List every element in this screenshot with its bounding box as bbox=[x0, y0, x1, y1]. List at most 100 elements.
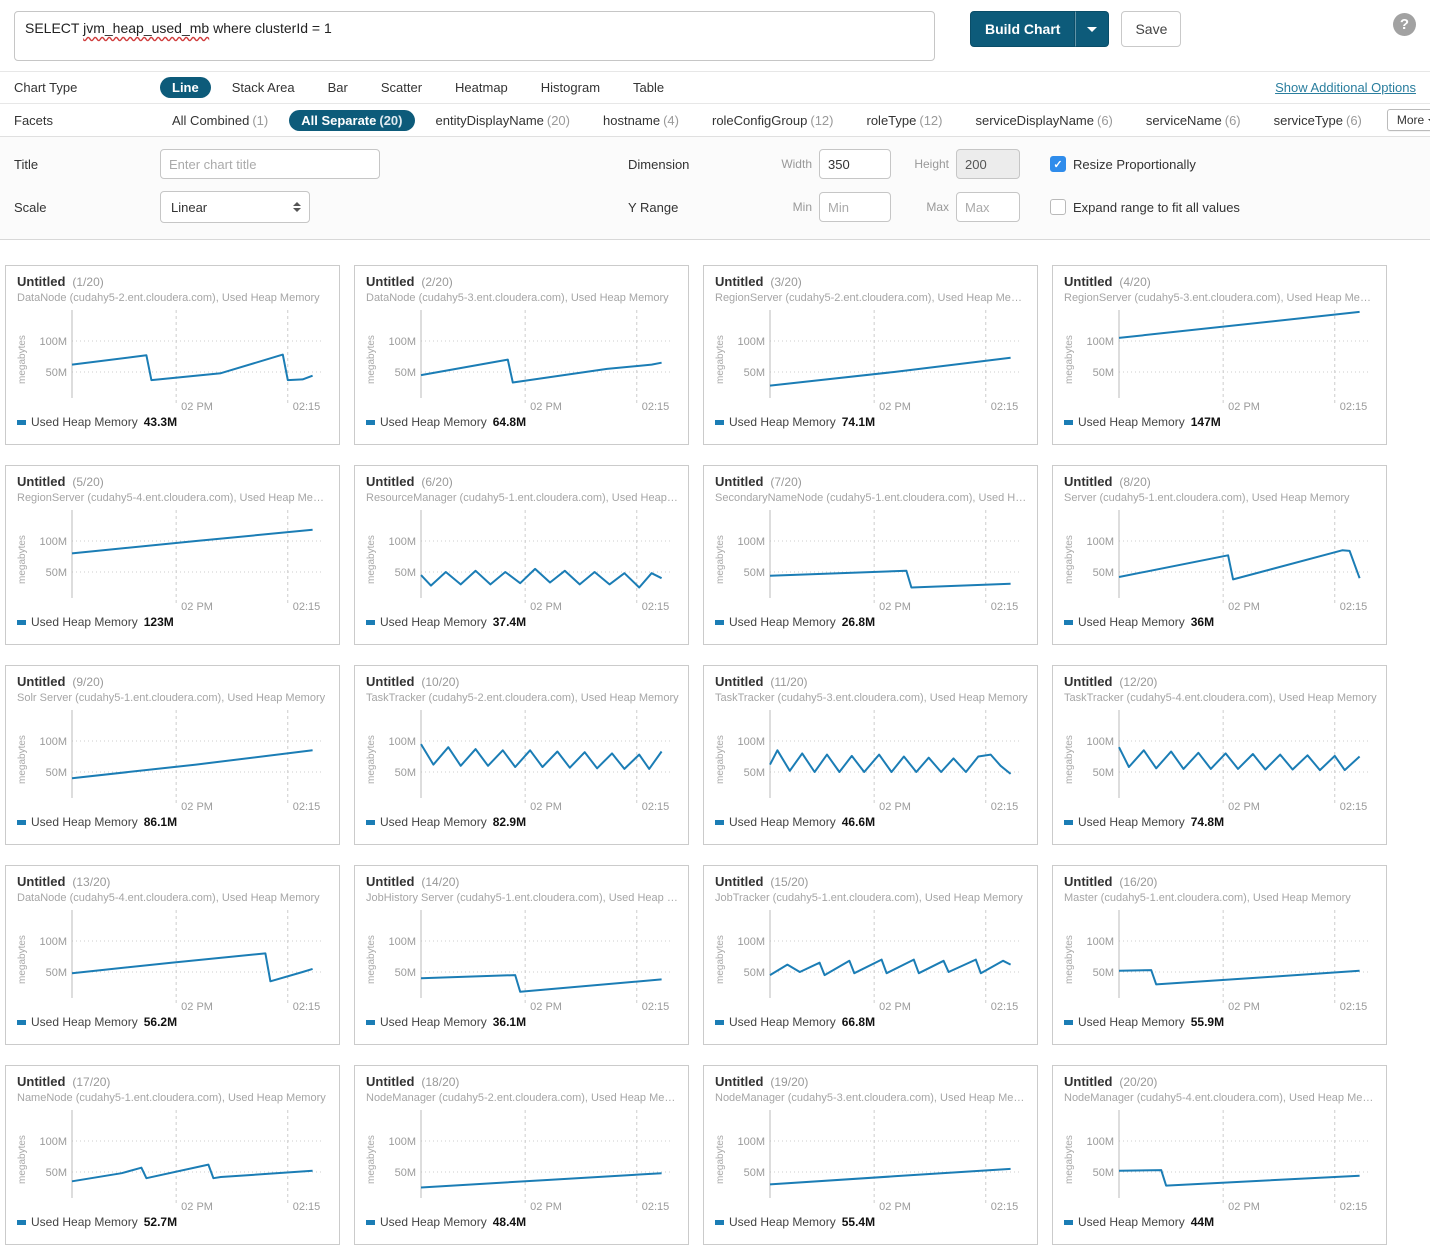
show-additional-options-link[interactable]: Show Additional Options bbox=[1275, 80, 1416, 95]
svg-text:100M: 100M bbox=[737, 536, 765, 548]
facet-option[interactable]: serviceDisplayName (6) bbox=[975, 112, 1113, 128]
chart-card[interactable]: Untitled (19/20) NodeManager (cudahy5-3.… bbox=[703, 1065, 1038, 1245]
y-axis-unit-label: megabytes bbox=[366, 735, 377, 785]
expand-range-checkbox[interactable] bbox=[1050, 199, 1066, 215]
chart-card[interactable]: Untitled (17/20) NameNode (cudahy5-1.ent… bbox=[5, 1065, 340, 1245]
legend-series-value: 86.1M bbox=[143, 815, 178, 829]
chart-legend: Used Heap Memory 52.7M bbox=[17, 1215, 331, 1229]
chart-legend: Used Heap Memory 147M bbox=[1064, 415, 1378, 429]
legend-series-name: Used Heap Memory bbox=[380, 1215, 487, 1229]
legend-swatch-icon bbox=[715, 619, 724, 625]
chart-legend: Used Heap Memory 123M bbox=[17, 615, 331, 629]
chart-card[interactable]: Untitled (15/20) JobTracker (cudahy5-1.e… bbox=[703, 865, 1038, 1045]
chart-card-title: Untitled bbox=[715, 1074, 764, 1089]
chart-card[interactable]: Untitled (10/20) TaskTracker (cudahy5-2.… bbox=[354, 665, 689, 845]
chart-card[interactable]: Untitled (2/20) DataNode (cudahy5-3.ent.… bbox=[354, 265, 689, 445]
chart-card[interactable]: Untitled (1/20) DataNode (cudahy5-2.ent.… bbox=[5, 265, 340, 445]
chart-card[interactable]: Untitled (13/20) DataNode (cudahy5-4.ent… bbox=[5, 865, 340, 1045]
build-chart-button[interactable]: Build Chart bbox=[970, 11, 1076, 47]
chart-card[interactable]: Untitled (7/20) SecondaryNameNode (cudah… bbox=[703, 465, 1038, 645]
legend-series-value: 43.3M bbox=[143, 415, 178, 429]
line-chart-plot: 50M 100M 02 PM 02:15 bbox=[737, 710, 1020, 813]
legend-series-value: 74.1M bbox=[841, 415, 876, 429]
svg-text:02:15: 02:15 bbox=[293, 401, 321, 413]
facet-option[interactable]: roleConfigGroup (12) bbox=[711, 112, 834, 128]
svg-text:02 PM: 02 PM bbox=[879, 1201, 911, 1213]
y-max-input[interactable] bbox=[956, 192, 1020, 222]
chart-type-option[interactable]: Scatter bbox=[380, 80, 423, 95]
svg-text:50M: 50M bbox=[46, 767, 67, 779]
legend-series-value: 37.4M bbox=[492, 615, 527, 629]
query-input[interactable]: SELECT jvm_heap_used_mb where clusterId … bbox=[14, 11, 935, 61]
svg-text:02 PM: 02 PM bbox=[181, 1001, 213, 1013]
legend-swatch-icon bbox=[366, 819, 375, 825]
y-min-input[interactable] bbox=[819, 192, 891, 222]
facet-option[interactable]: entityDisplayName (20) bbox=[435, 112, 571, 128]
chart-type-option[interactable]: Table bbox=[633, 80, 665, 95]
expand-range-label: Expand range to fit all values bbox=[1073, 199, 1240, 215]
legend-series-name: Used Heap Memory bbox=[380, 615, 487, 629]
facet-option[interactable]: serviceType (6) bbox=[1273, 112, 1362, 128]
svg-text:100M: 100M bbox=[39, 536, 67, 548]
legend-series-value: 123M bbox=[143, 615, 174, 629]
facet-option[interactable]: serviceName (6) bbox=[1145, 112, 1241, 128]
svg-text:50M: 50M bbox=[395, 967, 416, 979]
svg-text:02 PM: 02 PM bbox=[181, 801, 213, 813]
svg-text:100M: 100M bbox=[39, 1136, 67, 1148]
width-input[interactable] bbox=[819, 149, 891, 179]
chart-card[interactable]: Untitled (18/20) NodeManager (cudahy5-2.… bbox=[354, 1065, 689, 1245]
chart-card[interactable]: Untitled (4/20) RegionServer (cudahy5-3.… bbox=[1052, 265, 1387, 445]
legend-swatch-icon bbox=[17, 1219, 26, 1225]
chart-card-index: (15/20) bbox=[770, 875, 809, 889]
chart-card-index: (18/20) bbox=[421, 1075, 460, 1089]
legend-series-value: 147M bbox=[1190, 415, 1221, 429]
svg-text:02:15: 02:15 bbox=[991, 601, 1019, 613]
y-axis-unit-label: megabytes bbox=[715, 1135, 726, 1185]
legend-series-value: 48.4M bbox=[492, 1215, 527, 1229]
chart-type-option[interactable]: Histogram bbox=[540, 80, 601, 95]
legend-swatch-icon bbox=[366, 1219, 375, 1225]
svg-text:100M: 100M bbox=[737, 1136, 765, 1148]
chart-card[interactable]: Untitled (8/20) Server (cudahy5-1.ent.cl… bbox=[1052, 465, 1387, 645]
y-axis-unit-label: megabytes bbox=[1064, 335, 1075, 385]
legend-swatch-icon bbox=[1064, 1219, 1073, 1225]
chart-card[interactable]: Untitled (3/20) RegionServer (cudahy5-2.… bbox=[703, 265, 1038, 445]
chart-card[interactable]: Untitled (9/20) Solr Server (cudahy5-1.e… bbox=[5, 665, 340, 845]
svg-text:02:15: 02:15 bbox=[642, 401, 670, 413]
chart-card[interactable]: Untitled (16/20) Master (cudahy5-1.ent.c… bbox=[1052, 865, 1387, 1045]
save-button[interactable]: Save bbox=[1121, 11, 1182, 47]
chart-title-input[interactable] bbox=[160, 149, 380, 179]
chart-card-title: Untitled bbox=[366, 474, 415, 489]
legend-swatch-icon bbox=[17, 419, 26, 425]
svg-text:02 PM: 02 PM bbox=[530, 1201, 562, 1213]
facet-option[interactable]: roleType (12) bbox=[866, 112, 943, 128]
facet-option[interactable]: hostname (4) bbox=[603, 112, 679, 128]
chart-legend: Used Heap Memory 44M bbox=[1064, 1215, 1378, 1229]
max-label: Max bbox=[926, 200, 949, 214]
facet-option[interactable]: All Separate (20) bbox=[289, 109, 415, 131]
facets-more-button[interactable]: More bbox=[1386, 109, 1430, 131]
help-icon[interactable]: ? bbox=[1393, 13, 1416, 36]
chart-type-option[interactable]: Bar bbox=[327, 80, 348, 95]
chart-card-subtitle: RegionServer (cudahy5-4.ent.cloudera.com… bbox=[17, 492, 331, 504]
svg-text:50M: 50M bbox=[1093, 767, 1114, 779]
chart-type-option[interactable]: Heatmap bbox=[455, 80, 508, 95]
svg-text:100M: 100M bbox=[388, 536, 416, 548]
chart-card[interactable]: Untitled (12/20) TaskTracker (cudahy5-4.… bbox=[1052, 665, 1387, 845]
chart-card[interactable]: Untitled (6/20) ResourceManager (cudahy5… bbox=[354, 465, 689, 645]
height-label: Height bbox=[914, 157, 949, 171]
chart-legend: Used Heap Memory 36M bbox=[1064, 615, 1378, 629]
build-chart-dropdown-button[interactable] bbox=[1075, 11, 1110, 47]
chart-card[interactable]: Untitled (14/20) JobHistory Server (cuda… bbox=[354, 865, 689, 1045]
chart-card[interactable]: Untitled (5/20) RegionServer (cudahy5-4.… bbox=[5, 465, 340, 645]
chart-card[interactable]: Untitled (11/20) TaskTracker (cudahy5-3.… bbox=[703, 665, 1038, 845]
chart-type-option[interactable]: Line bbox=[160, 77, 211, 98]
chart-card-index: (5/20) bbox=[72, 475, 104, 489]
resize-proportionally-checkbox[interactable] bbox=[1050, 156, 1066, 172]
chart-type-option[interactable]: Stack Area bbox=[231, 80, 295, 95]
facet-option[interactable]: All Combined (1) bbox=[172, 112, 269, 128]
scale-select[interactable]: Linear bbox=[160, 191, 310, 223]
line-chart-plot: 50M 100M 02 PM 02:15 bbox=[39, 910, 322, 1013]
chart-card[interactable]: Untitled (20/20) NodeManager (cudahy5-4.… bbox=[1052, 1065, 1387, 1245]
svg-text:50M: 50M bbox=[46, 967, 67, 979]
